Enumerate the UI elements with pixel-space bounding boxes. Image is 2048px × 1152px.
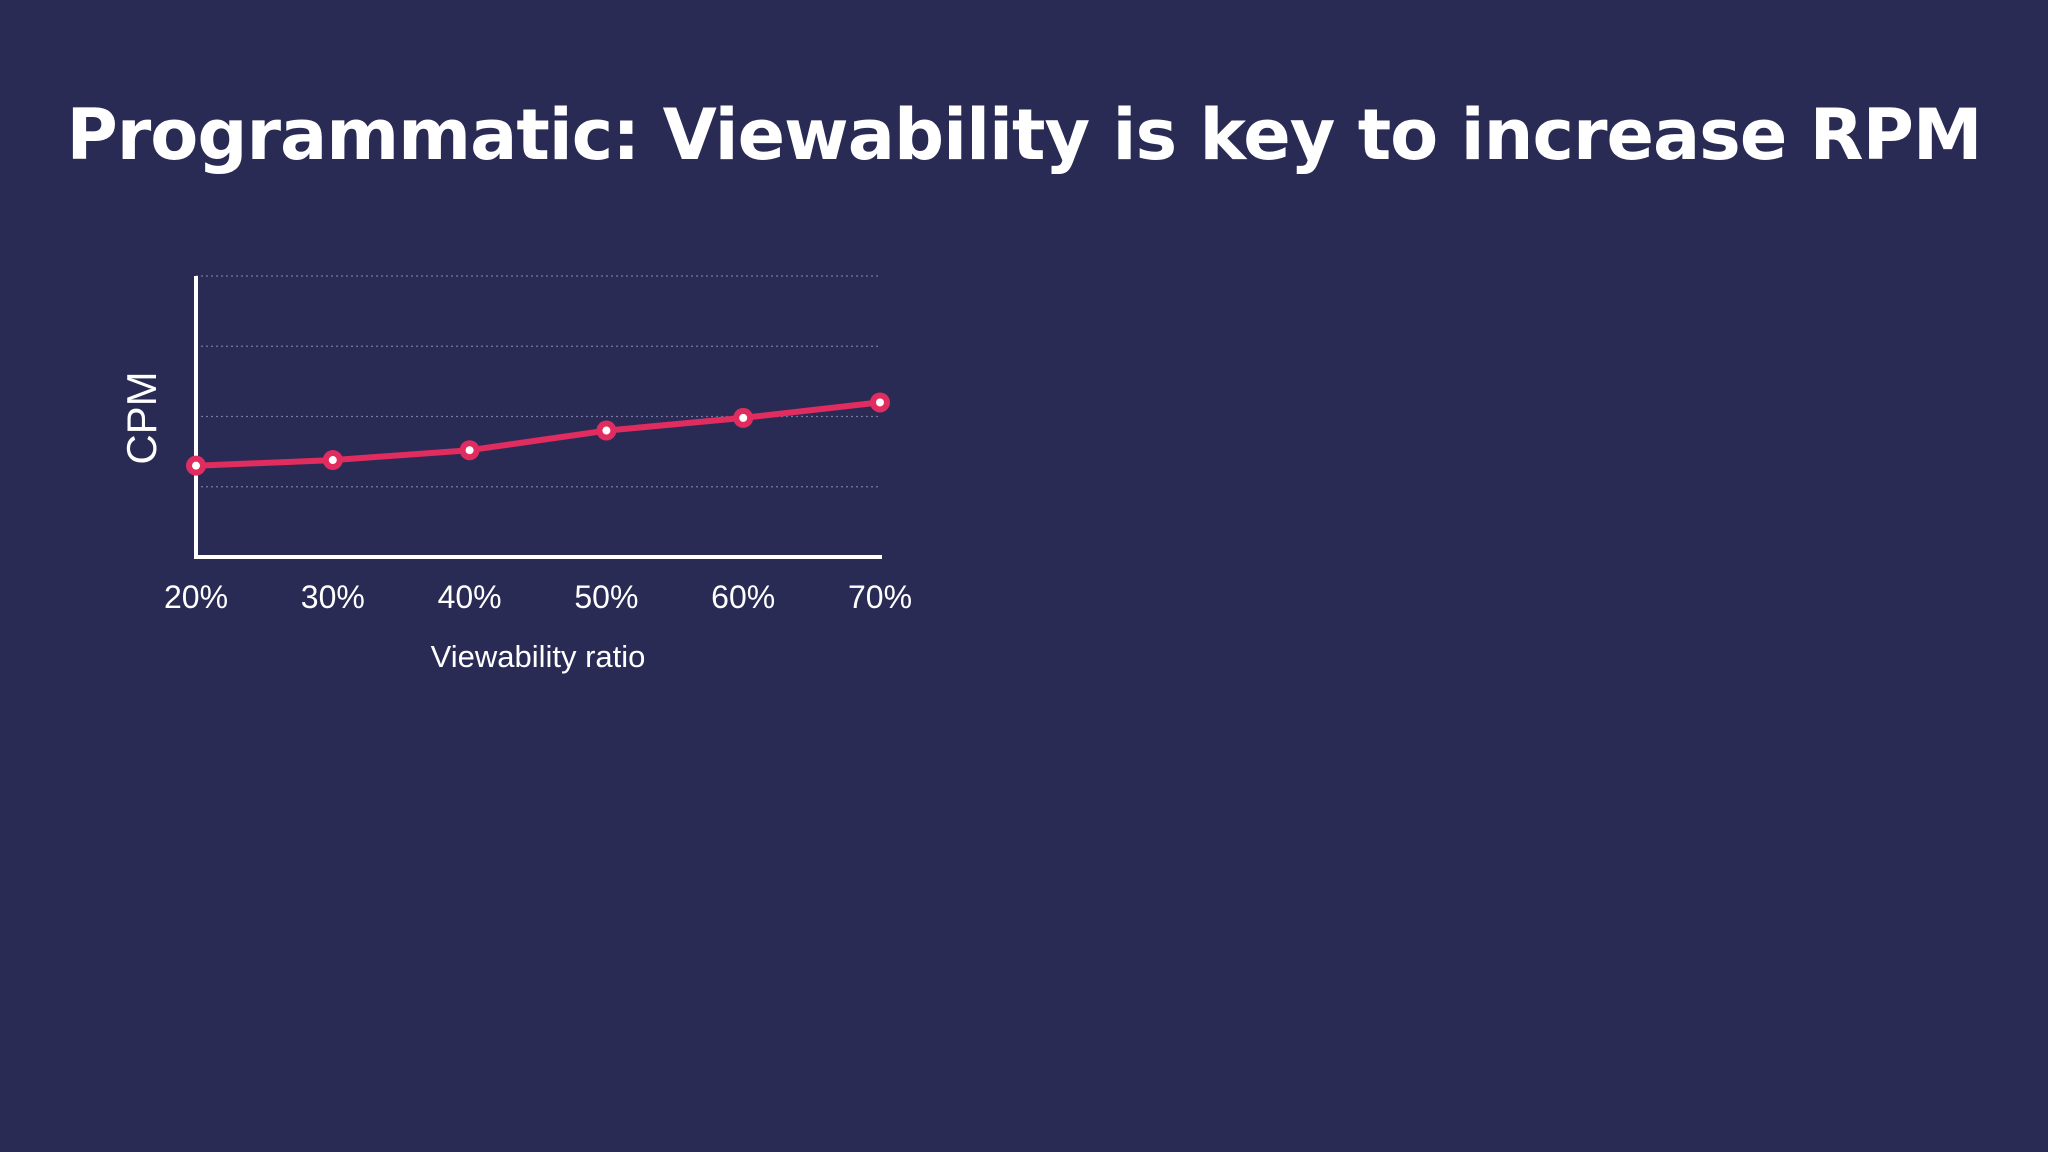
data-point-center [602, 426, 611, 435]
x-tick-labels: 20% 30% 40% 50% 60% 70% [164, 579, 912, 615]
x-tick-label: 70% [848, 579, 912, 615]
data-point-center [465, 446, 474, 455]
chart-axes [194, 276, 882, 559]
series-line [193, 399, 883, 469]
slide-title: Programmatic: Viewability is key to incr… [66, 94, 1982, 176]
x-tick-label: 60% [711, 579, 775, 615]
y-axis-title: CPM [118, 371, 165, 464]
data-point-center [328, 456, 337, 465]
x-tick-label: 20% [164, 579, 228, 615]
x-tick-label: 30% [301, 579, 365, 615]
series-layer [186, 392, 890, 476]
data-point-center [739, 413, 748, 422]
data-point-center [876, 398, 884, 407]
x-tick-label: 50% [574, 579, 638, 615]
x-axis-title: Viewability ratio [431, 639, 646, 674]
data-point-center [192, 461, 200, 470]
grid-lines [196, 275, 880, 488]
x-tick-label: 40% [438, 579, 502, 615]
